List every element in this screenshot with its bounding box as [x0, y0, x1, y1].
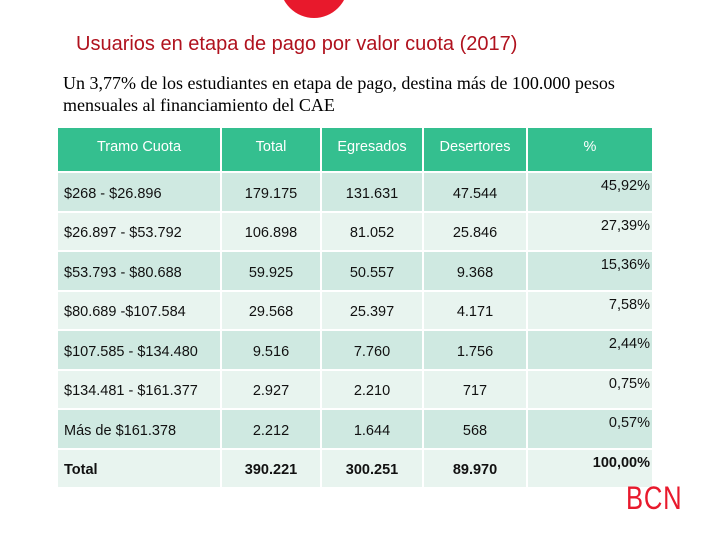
header-percent: %	[528, 128, 652, 171]
cell-egresados: 131.631	[322, 171, 424, 211]
cell-percent: 45,92%	[528, 171, 652, 211]
cell-egresados-sum: 300.251	[322, 447, 424, 487]
table-row: $134.481 - $161.377 2.927 2.210 717 0,75…	[58, 368, 652, 408]
cell-desertores: 47.544	[424, 171, 528, 211]
cell-percent-sum: 100,00%	[528, 447, 652, 487]
quota-table: Tramo Cuota Total Egresados Desertores %…	[58, 128, 652, 487]
cell-egresados: 2.210	[322, 368, 424, 408]
table-row: $107.585 - $134.480 9.516 7.760 1.756 2,…	[58, 329, 652, 369]
cell-tramo: $26.897 - $53.792	[58, 210, 222, 250]
cell-total: 9.516	[222, 329, 322, 369]
cell-tramo: $80.689 -$107.584	[58, 289, 222, 329]
cell-total-sum: 390.221	[222, 447, 322, 487]
cell-tramo: $53.793 - $80.688	[58, 250, 222, 290]
cell-desertores: 9.368	[424, 250, 528, 290]
cell-egresados: 7.760	[322, 329, 424, 369]
total-row: Total 390.221 300.251 89.970 100,00%	[58, 447, 652, 487]
cell-percent: 27,39%	[528, 210, 652, 250]
header-tramo-cuota: Tramo Cuota	[58, 128, 222, 171]
cell-percent: 0,57%	[528, 408, 652, 448]
page-title: Usuarios en etapa de pago por valor cuot…	[76, 33, 518, 55]
cell-total: 59.925	[222, 250, 322, 290]
cell-total: 2.927	[222, 368, 322, 408]
table-row: $53.793 - $80.688 59.925 50.557 9.368 15…	[58, 250, 652, 290]
cell-tramo: Más de $161.378	[58, 408, 222, 448]
table-header-row: Tramo Cuota Total Egresados Desertores %	[58, 128, 652, 171]
subtitle: Un 3,77% de los estudiantes en etapa de …	[63, 73, 615, 115]
cell-tramo: $268 - $26.896	[58, 171, 222, 211]
header-desertores: Desertores	[424, 128, 528, 171]
cell-tramo: $134.481 - $161.377	[58, 368, 222, 408]
cell-total: 2.212	[222, 408, 322, 448]
header-total: Total	[222, 128, 322, 171]
table-row: $80.689 -$107.584 29.568 25.397 4.171 7,…	[58, 289, 652, 329]
cell-percent: 0,75%	[528, 368, 652, 408]
cell-egresados: 25.397	[322, 289, 424, 329]
decorative-red-circle	[280, 0, 348, 18]
cell-egresados: 50.557	[322, 250, 424, 290]
cell-desertores: 568	[424, 408, 528, 448]
header-egresados: Egresados	[322, 128, 424, 171]
cell-percent: 7,58%	[528, 289, 652, 329]
cell-total-label: Total	[58, 447, 222, 487]
cell-total: 106.898	[222, 210, 322, 250]
cell-desertores: 25.846	[424, 210, 528, 250]
table-row: $268 - $26.896 179.175 131.631 47.544 45…	[58, 171, 652, 211]
cell-desertores: 4.171	[424, 289, 528, 329]
cell-tramo: $107.585 - $134.480	[58, 329, 222, 369]
bcn-logo: BCN	[626, 480, 683, 516]
cell-desertores: 717	[424, 368, 528, 408]
cell-percent: 15,36%	[528, 250, 652, 290]
cell-total: 29.568	[222, 289, 322, 329]
cell-desertores-sum: 89.970	[424, 447, 528, 487]
cell-total: 179.175	[222, 171, 322, 211]
cell-egresados: 81.052	[322, 210, 424, 250]
cell-desertores: 1.756	[424, 329, 528, 369]
cell-percent: 2,44%	[528, 329, 652, 369]
table-row: $26.897 - $53.792 106.898 81.052 25.846 …	[58, 210, 652, 250]
table-row: Más de $161.378 2.212 1.644 568 0,57%	[58, 408, 652, 448]
cell-egresados: 1.644	[322, 408, 424, 448]
